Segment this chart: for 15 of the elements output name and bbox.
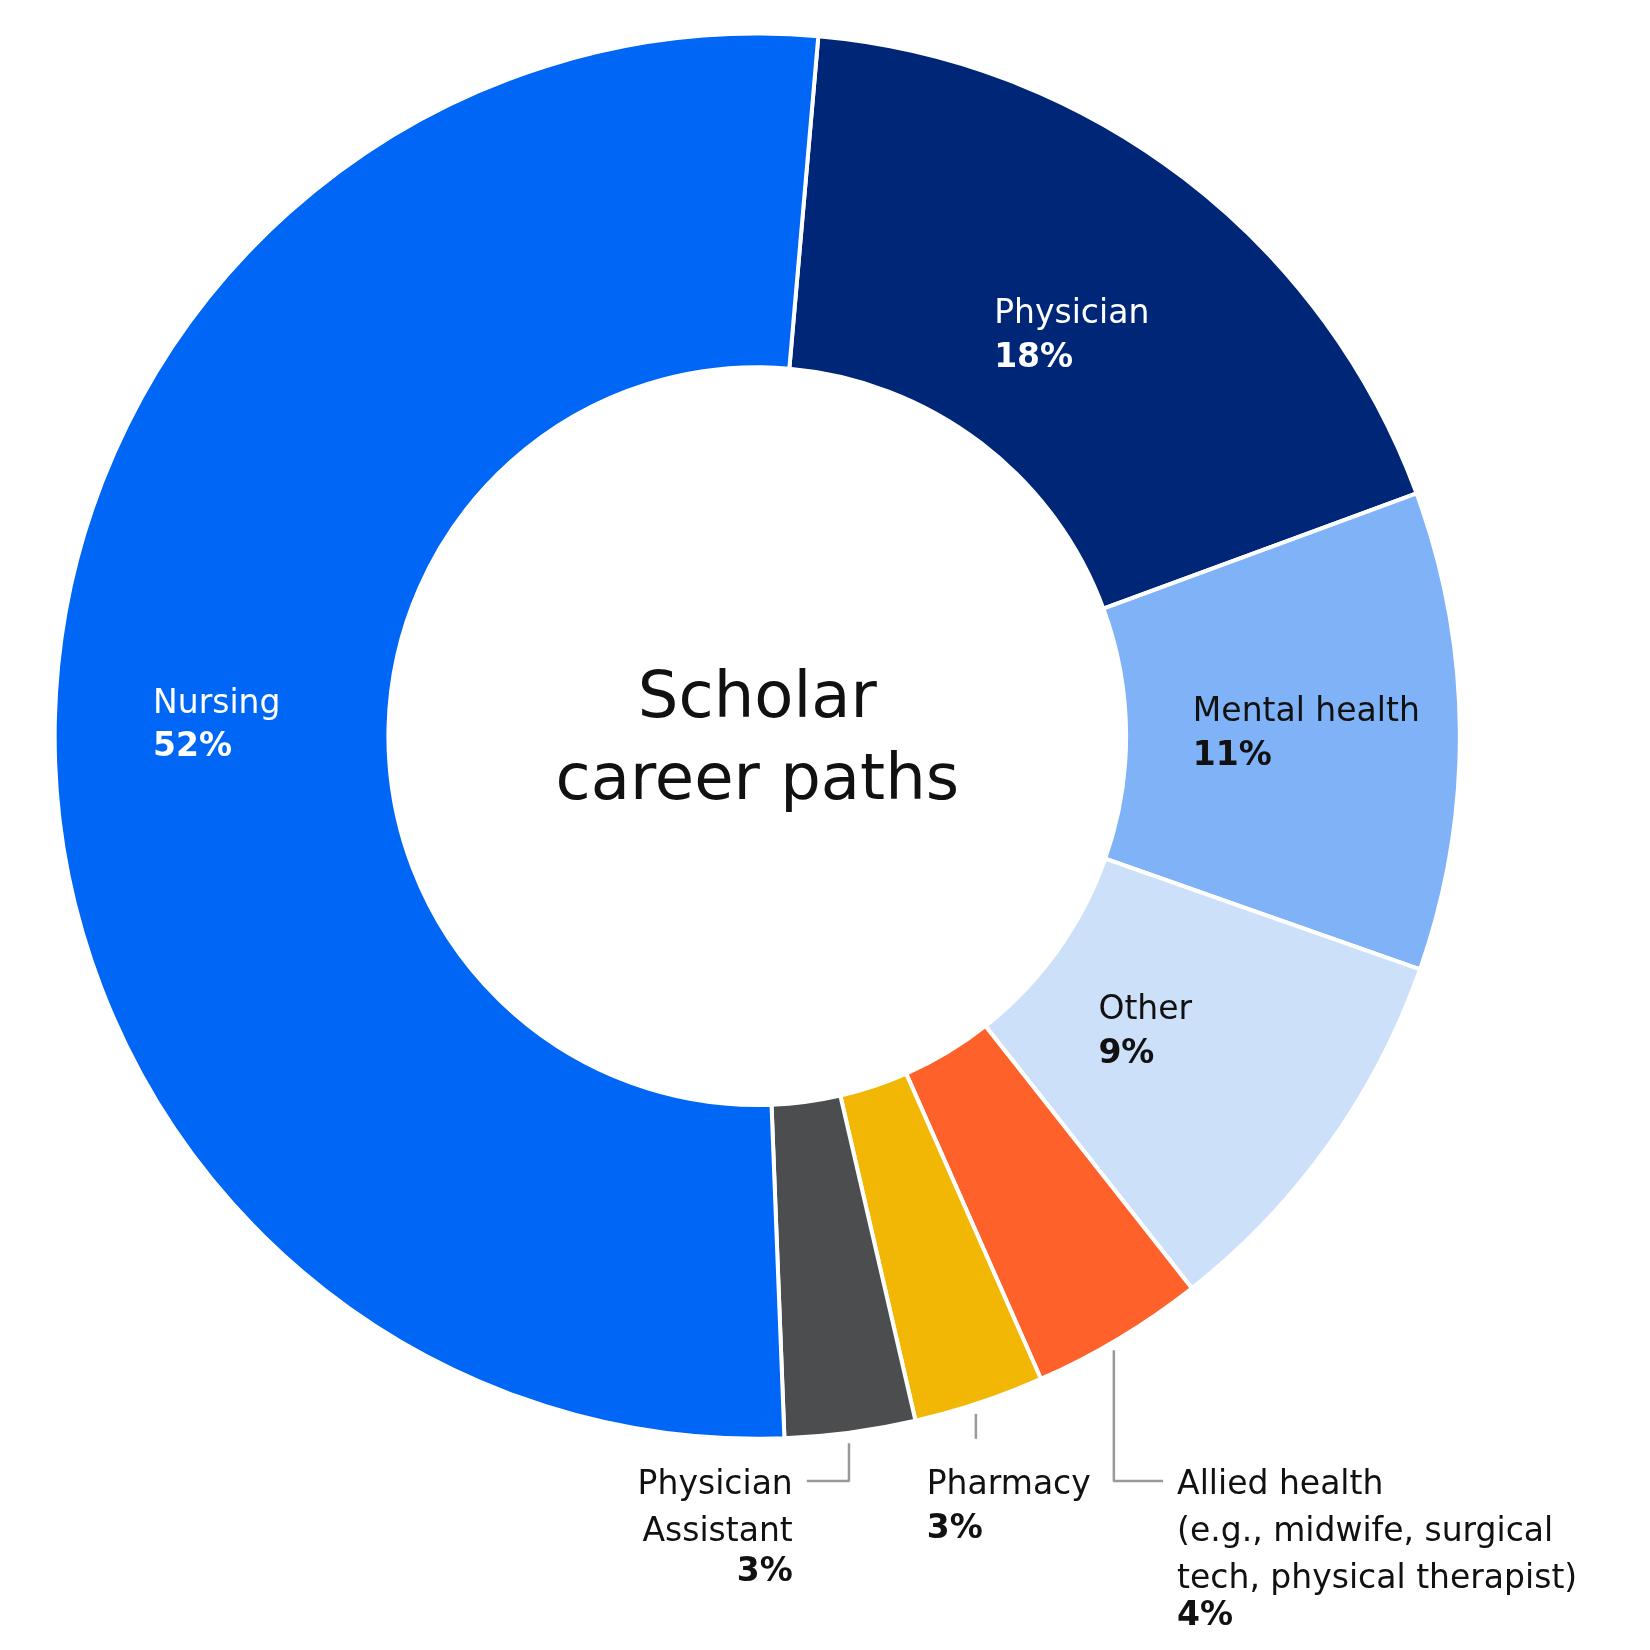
slice-label: Other	[1098, 988, 1193, 1028]
slice-label: Physician Assistant	[637, 1463, 793, 1550]
slice-label: Nursing	[153, 681, 281, 721]
slice-label: Physician	[994, 292, 1150, 332]
data-label: 3%	[736, 1550, 793, 1590]
slice-label: Allied health (e.g., midwife, surgical tech, physical therapist)	[1177, 1463, 1578, 1596]
data-label: 3%	[926, 1506, 983, 1546]
data-label: 9%	[1098, 1031, 1155, 1071]
data-label: 52%	[153, 725, 233, 765]
data-label: 11%	[1192, 733, 1272, 773]
slice-label: Pharmacy	[926, 1463, 1091, 1503]
data-label: 4%	[1177, 1594, 1234, 1634]
text: Scholar career paths	[555, 658, 960, 814]
slice-label: Mental health	[1192, 690, 1420, 730]
data-label: 18%	[994, 335, 1074, 375]
